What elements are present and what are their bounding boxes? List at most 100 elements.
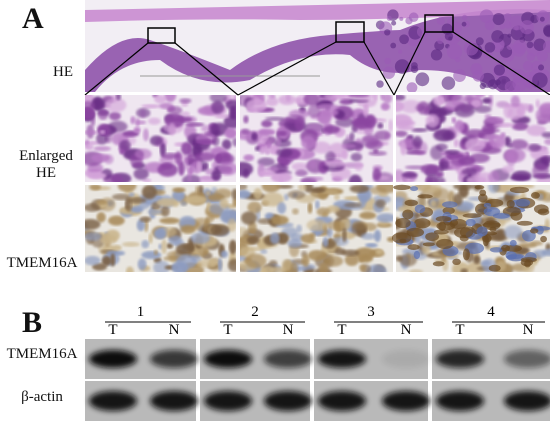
- tissue-blob: [294, 116, 305, 132]
- tissue-blob: [134, 148, 152, 160]
- tissue-blob: [316, 207, 331, 217]
- tissue-blob: [266, 140, 272, 149]
- tissue-blob: [260, 145, 281, 154]
- tissue-blob: [405, 150, 427, 155]
- tissue-blob: [281, 258, 293, 271]
- tissue-blob: [277, 131, 287, 136]
- stain-blob: [402, 209, 414, 220]
- tissue-blob: [350, 152, 363, 162]
- stain-blob: [393, 184, 411, 191]
- tissue-blob: [510, 95, 521, 109]
- tissue-blob: [241, 211, 257, 225]
- tissue-blob: [507, 151, 514, 161]
- tissue-strip: [85, 9, 550, 92]
- tissue-blob: [406, 82, 418, 92]
- zoom-line: [452, 31, 550, 96]
- stain-blob: [442, 201, 458, 208]
- tissue-blob: [519, 20, 534, 35]
- tissue-blob: [537, 64, 545, 71]
- tissue-blob: [518, 242, 537, 248]
- tissue-blob: [101, 256, 112, 266]
- tissue-blob: [251, 132, 258, 141]
- tissue-blob: [482, 97, 492, 104]
- tissue-blob: [472, 70, 484, 82]
- tissue-blob: [325, 160, 345, 168]
- tissue-blob: [85, 203, 101, 212]
- tissue-blob: [303, 95, 320, 106]
- tissue-blob: [182, 174, 202, 182]
- zoom-line: [174, 42, 239, 96]
- tissue-blob: [168, 122, 176, 136]
- tissue-blob: [258, 128, 276, 136]
- zoom-line: [237, 41, 337, 96]
- tissue-blob: [135, 117, 140, 128]
- tissue-blob: [172, 189, 185, 202]
- tissue-blob: [326, 227, 333, 238]
- tissue-blob: [115, 95, 122, 101]
- tissue-blob: [306, 219, 328, 232]
- zoom-box: [424, 14, 454, 33]
- stain-blob: [464, 242, 485, 254]
- tissue-blob: [360, 233, 376, 240]
- micrograph-content: [85, 0, 550, 92]
- tissue-blob: [179, 98, 192, 104]
- tissue-blob: [159, 217, 180, 224]
- tissue-blob: [97, 108, 109, 120]
- tissue-blob: [436, 16, 445, 25]
- tissue-blob: [258, 170, 276, 177]
- tissue-blob: [276, 148, 293, 158]
- tissue-blob: [414, 235, 421, 244]
- row-label: TMEM16A: [6, 255, 78, 271]
- tissue-blob: [207, 193, 225, 202]
- tissue-blob: [85, 143, 94, 151]
- tissue-blob: [112, 244, 122, 251]
- stain-blob: [435, 215, 452, 222]
- tissue-blob: [375, 199, 386, 208]
- tissue-blob: [535, 99, 540, 108]
- tissue-blob: [409, 269, 424, 272]
- tissue-blob: [464, 138, 485, 153]
- tissue-blob: [119, 149, 125, 155]
- tissue-blob: [187, 168, 192, 182]
- tissue-blob: [479, 9, 494, 24]
- tissue-blob: [147, 209, 163, 215]
- blot-band: [318, 350, 366, 368]
- tissue-blob: [536, 50, 548, 62]
- tissue-blob: [88, 172, 107, 180]
- stain-blob: [425, 232, 440, 242]
- tissue-blob: [542, 40, 550, 53]
- tissue-blob: [209, 224, 230, 237]
- tissue-blob: [493, 64, 506, 76]
- stain-blob: [414, 204, 426, 214]
- lane-label: N: [283, 322, 294, 338]
- tissue-blob: [270, 266, 287, 272]
- tissue-blob: [365, 243, 378, 248]
- tissue-blob: [307, 104, 321, 119]
- tissue-blob: [141, 185, 157, 200]
- tissue-blob: [105, 229, 120, 242]
- tissue-blob: [244, 253, 267, 269]
- tissue-blob: [386, 236, 393, 243]
- tissue-blob: [522, 60, 533, 71]
- tissue-blob: [361, 134, 380, 148]
- zoom-box: [335, 21, 365, 43]
- tissue-blob: [323, 95, 346, 100]
- zoom-line: [393, 31, 426, 96]
- tissue-blob: [168, 235, 183, 245]
- tissue-blob: [160, 205, 170, 217]
- tissue-blob: [526, 52, 535, 62]
- tissue-blob: [458, 156, 476, 166]
- tissue-blob: [323, 255, 344, 267]
- tissue-blob: [295, 169, 308, 177]
- panel-label: B: [22, 306, 43, 339]
- tissue-blob: [526, 41, 534, 49]
- stain-blob: [462, 248, 470, 261]
- tissue-blob: [209, 95, 228, 103]
- blot-band: [264, 350, 312, 368]
- tissue-blob: [435, 171, 444, 178]
- blot-label: TMEM16A: [6, 346, 78, 362]
- tissue-blob: [279, 173, 284, 182]
- tissue-blob: [333, 193, 340, 201]
- tissue-blob: [270, 215, 289, 225]
